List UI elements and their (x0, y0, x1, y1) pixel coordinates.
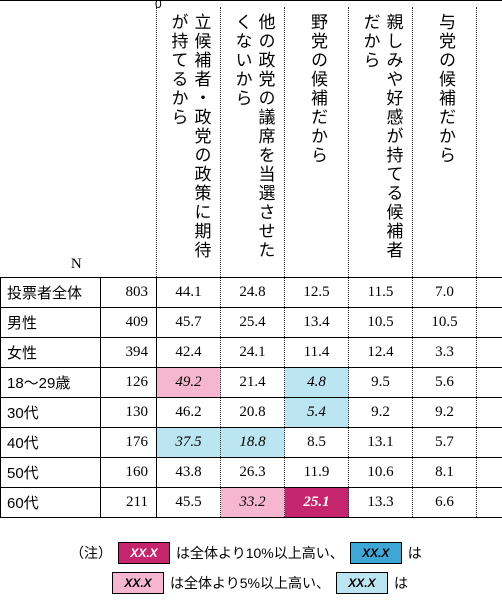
data-cell: 37.5 (157, 427, 221, 457)
legend-swatch-hi5: XX.X (112, 572, 164, 594)
data-cell: 18.8 (221, 427, 285, 457)
data-cell: 26.3 (221, 457, 285, 487)
data-cell: 45.7 (157, 307, 221, 337)
data-cell: 43.8 (157, 457, 221, 487)
row-label: 60代 (1, 487, 101, 517)
row-n: 126 (101, 367, 157, 397)
survey-table: N 立候補者・政党の政策に期待が持てるから 他の政党の議席を当選させたくないから… (0, 7, 502, 518)
data-cell-cut (477, 337, 502, 367)
data-cell: 10.5 (349, 307, 413, 337)
data-cell: 8.5 (285, 427, 349, 457)
table-row: 女性39442.424.111.412.43.3 (1, 337, 502, 367)
data-cell: 3.3 (413, 337, 477, 367)
row-label: 40代 (1, 427, 101, 457)
table-row: 男性40945.725.413.410.510.5 (1, 307, 502, 337)
data-cell-cut (477, 307, 502, 337)
legend-note-label: （注） (70, 543, 112, 563)
data-cell: 49.2 (157, 367, 221, 397)
data-cell: 13.4 (285, 307, 349, 337)
legend-text-lo5: は (394, 573, 408, 593)
data-cell: 46.2 (157, 397, 221, 427)
data-cell-cut (477, 397, 502, 427)
data-cell: 11.9 (285, 457, 349, 487)
data-cell: 20.8 (221, 397, 285, 427)
data-cell: 9.2 (413, 397, 477, 427)
legend-text-hi5: は全体より5%以上高い、 (170, 573, 330, 593)
data-cell: 44.1 (157, 277, 221, 307)
data-cell: 42.4 (157, 337, 221, 367)
legend-text-lo10: は (408, 543, 422, 563)
data-cell: 5.6 (413, 367, 477, 397)
table-row: 投票者全体80344.124.812.511.57.0 (1, 277, 502, 307)
table-row: 40代17637.518.88.513.15.7 (1, 427, 502, 457)
data-cell: 6.6 (413, 487, 477, 517)
data-cell: 11.5 (349, 277, 413, 307)
data-cell-cut (477, 457, 502, 487)
data-cell: 7.0 (413, 277, 477, 307)
data-cell: 10.5 (413, 307, 477, 337)
legend-row-1: （注） XX.X は全体より10%以上高い、 XX.X は (70, 542, 502, 564)
col-header-3: 親しみや好感が持てる候補者だから (349, 7, 413, 277)
data-cell: 12.5 (285, 277, 349, 307)
row-n: 160 (101, 457, 157, 487)
row-label: 50代 (1, 457, 101, 487)
legend: （注） XX.X は全体より10%以上高い、 XX.X は XX.X は全体より… (0, 542, 502, 594)
row-n: 130 (101, 397, 157, 427)
col-header-0: 立候補者・政党の政策に期待が持てるから (157, 7, 221, 277)
data-cell-cut (477, 427, 502, 457)
col-header-1: 他の政党の議席を当選させたくないから (221, 7, 285, 277)
table-row: 30代13046.220.85.49.29.2 (1, 397, 502, 427)
data-cell: 45.5 (157, 487, 221, 517)
row-n: 409 (101, 307, 157, 337)
row-label: 投票者全体 (1, 277, 101, 307)
row-n: 211 (101, 487, 157, 517)
row-n: 803 (101, 277, 157, 307)
data-cell: 33.2 (221, 487, 285, 517)
table-body: 投票者全体80344.124.812.511.57.0男性40945.725.4… (1, 277, 502, 517)
data-cell: 24.1 (221, 337, 285, 367)
axis-zero: 0 (0, 0, 502, 7)
legend-row-2: XX.X は全体より5%以上高い、 XX.X は (70, 572, 502, 594)
row-label: 18～29歳 (1, 367, 101, 397)
col-header-2: 野党の候補だから (285, 7, 349, 277)
n-header: N (1, 7, 157, 277)
data-cell: 11.4 (285, 337, 349, 367)
table-row: 60代21145.533.225.113.36.6 (1, 487, 502, 517)
table-row: 18～29歳12649.221.44.89.55.6 (1, 367, 502, 397)
data-cell-cut (477, 487, 502, 517)
table-container: 0 N 立候補者・政党の政策に期待が持てるから 他の政党の議席を当選させたくない… (0, 0, 502, 594)
data-cell: 21.4 (221, 367, 285, 397)
data-cell: 13.3 (349, 487, 413, 517)
data-cell: 8.1 (413, 457, 477, 487)
data-cell-cut (477, 367, 502, 397)
row-label: 男性 (1, 307, 101, 337)
col-header-cut (477, 7, 502, 277)
data-cell: 9.2 (349, 397, 413, 427)
data-cell: 25.1 (285, 487, 349, 517)
data-cell: 25.4 (221, 307, 285, 337)
data-cell: 24.8 (221, 277, 285, 307)
data-cell: 12.4 (349, 337, 413, 367)
row-label: 30代 (1, 397, 101, 427)
data-cell-cut (477, 277, 502, 307)
data-cell: 13.1 (349, 427, 413, 457)
col-header-4: 与党の候補だから (413, 7, 477, 277)
row-n: 176 (101, 427, 157, 457)
data-cell: 10.6 (349, 457, 413, 487)
legend-swatch-lo10: XX.X (350, 542, 402, 564)
header-row: N 立候補者・政党の政策に期待が持てるから 他の政党の議席を当選させたくないから… (1, 7, 502, 277)
data-cell: 9.5 (349, 367, 413, 397)
legend-text-hi10: は全体より10%以上高い、 (176, 543, 344, 563)
row-label: 女性 (1, 337, 101, 367)
data-cell: 4.8 (285, 367, 349, 397)
legend-swatch-lo5: XX.X (336, 572, 388, 594)
legend-swatch-hi10: XX.X (118, 542, 170, 564)
data-cell: 5.4 (285, 397, 349, 427)
table-row: 50代16043.826.311.910.68.1 (1, 457, 502, 487)
data-cell: 5.7 (413, 427, 477, 457)
row-n: 394 (101, 337, 157, 367)
